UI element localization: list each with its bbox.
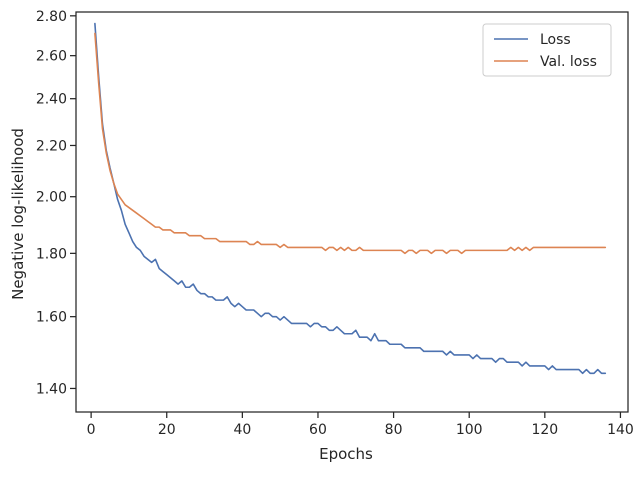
legend-box	[482, 23, 612, 77]
x-tick-label: 80	[385, 422, 403, 438]
x-tick-label: 60	[309, 422, 327, 438]
y-tick-label: 2.00	[36, 190, 67, 206]
y-tick-label: 2.20	[36, 138, 67, 154]
legend-label-loss: Loss	[540, 32, 571, 48]
x-axis-label: Epochs	[319, 445, 373, 463]
y-axis-label: Negative log-likelihood	[9, 128, 27, 300]
y-tick-label: 2.80	[36, 9, 67, 25]
series-layer	[94, 22, 607, 375]
legend-label-val-loss: Val. loss	[540, 54, 597, 70]
x-tick-label: 140	[607, 422, 634, 438]
y-tick-label: 1.40	[36, 381, 67, 397]
x-tick-label: 100	[456, 422, 483, 438]
series-line-val-loss	[94, 32, 607, 255]
x-tick-label: 20	[158, 422, 176, 438]
y-tick-label: 2.60	[36, 49, 67, 65]
x-tick-label: 40	[233, 422, 251, 438]
legend: Loss Val. loss	[482, 23, 612, 77]
y-axis: 1.40 1.60 1.80 2.00 2.20 2.40 2.60 2.80	[36, 9, 76, 397]
y-tick-label: 2.40	[36, 92, 67, 108]
y-tick-label: 1.80	[36, 246, 67, 262]
x-tick-label: 0	[87, 422, 96, 438]
y-tick-label: 1.60	[36, 310, 67, 326]
x-tick-label: 120	[531, 422, 558, 438]
series-line-loss	[94, 22, 607, 375]
plot-frame	[75, 11, 629, 413]
x-axis: 0 20 40 60 80 100 120 140	[87, 412, 634, 438]
